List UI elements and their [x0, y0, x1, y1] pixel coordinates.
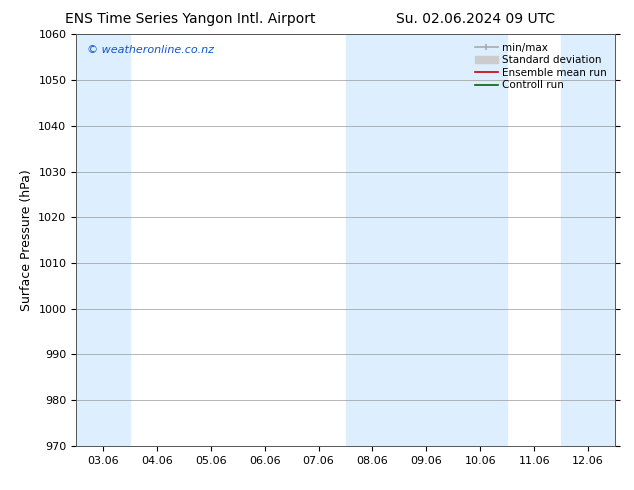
Text: ENS Time Series Yangon Intl. Airport: ENS Time Series Yangon Intl. Airport	[65, 12, 316, 26]
Legend: min/max, Standard deviation, Ensemble mean run, Controll run: min/max, Standard deviation, Ensemble me…	[472, 40, 610, 94]
Bar	[346, 34, 507, 446]
Text: © weatheronline.co.nz: © weatheronline.co.nz	[87, 45, 214, 54]
Bar	[561, 34, 615, 446]
Y-axis label: Surface Pressure (hPa): Surface Pressure (hPa)	[20, 169, 33, 311]
Bar	[76, 34, 130, 446]
Text: Su. 02.06.2024 09 UTC: Su. 02.06.2024 09 UTC	[396, 12, 555, 26]
